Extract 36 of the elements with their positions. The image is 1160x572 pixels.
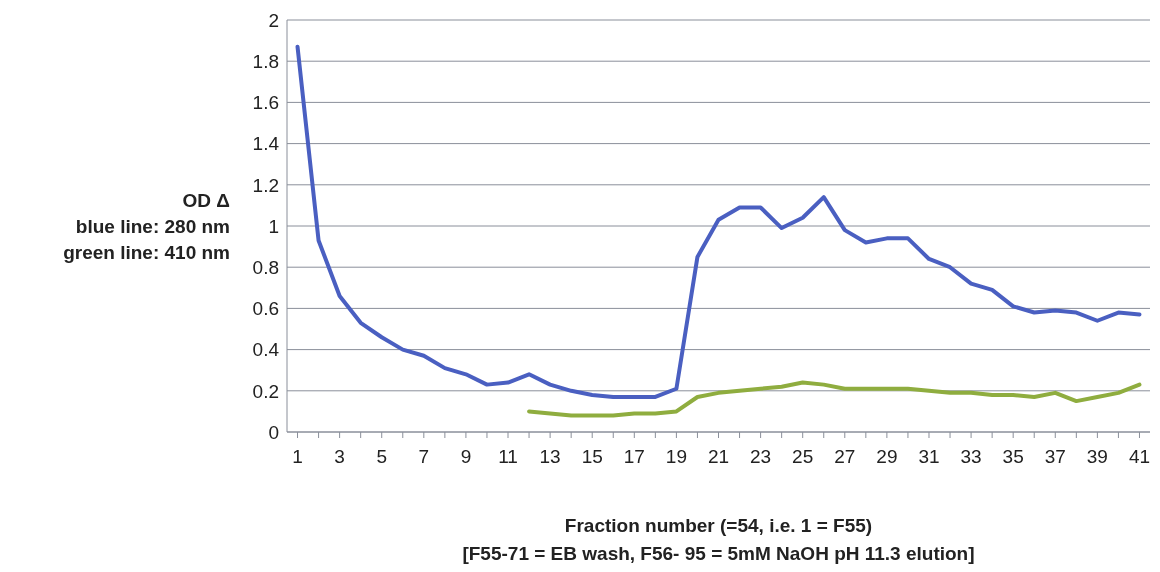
y-tick-label: 1.6	[252, 92, 279, 114]
x-tick-label: 7	[418, 446, 430, 468]
x-tick-label: 29	[876, 446, 898, 468]
x-tick-label: 37	[1044, 446, 1066, 468]
y-tick-label: 1.4	[252, 133, 280, 155]
y-tick-label: 0	[268, 421, 279, 443]
y-tick-label: 0.4	[252, 339, 280, 361]
x-tick-label: 33	[960, 446, 982, 468]
x-tick-label: 5	[376, 446, 388, 468]
y-axis-title: OD Δ blue line: 280 nm green line: 410 nm	[62, 189, 230, 265]
y-tick-label: 0.8	[252, 256, 279, 278]
y-tick-label: 2	[268, 9, 279, 31]
x-tick-label: 9	[460, 446, 472, 468]
y-tick-label: 1	[268, 215, 279, 237]
line-series	[295, 44, 1142, 399]
x-tick-label: 31	[918, 446, 940, 468]
x-tick-label: 25	[792, 446, 814, 468]
x-tick-label: 3	[334, 446, 345, 468]
y-tick-label: 0.2	[252, 380, 279, 402]
x-tick-label: 11	[498, 446, 518, 468]
y-tick-label: 1.2	[252, 174, 279, 196]
x-tick-label: 39	[1086, 446, 1108, 468]
x-tick-label: 19	[665, 446, 687, 468]
line-series	[527, 380, 1142, 418]
x-tick-label: 21	[707, 446, 730, 468]
x-tick-label: 41	[1128, 446, 1151, 468]
x-tick-label: 35	[1002, 446, 1024, 468]
y-tick-label: 0.6	[252, 298, 279, 320]
x-tick-label: 27	[834, 446, 856, 468]
x-axis-title: Fraction number (=54, i.e. 1 = F55) [F55-71 = EB wash, F56- 95 = 5mM NaOH pH 11.3 elution]	[461, 514, 976, 566]
y-tick-label: 1.8	[252, 50, 279, 72]
x-tick-label: 13	[539, 446, 561, 468]
x-tick-label: 15	[581, 446, 603, 468]
x-tick-label: 23	[750, 446, 772, 468]
x-tick-label: 17	[623, 446, 645, 468]
x-tick-label: 1	[292, 446, 303, 468]
